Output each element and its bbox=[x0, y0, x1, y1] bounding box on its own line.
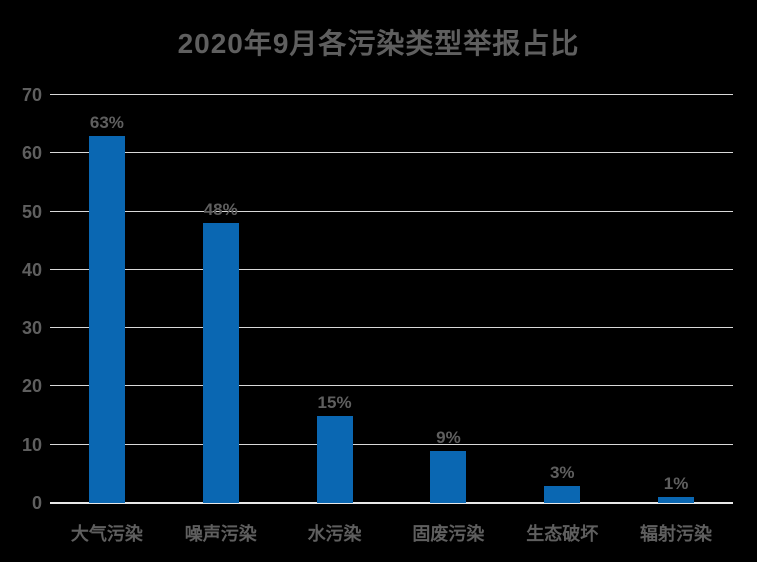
y-tick-label-50: 50 bbox=[21, 201, 42, 222]
data-label-3: 15% bbox=[317, 392, 352, 412]
y-tick-label-20: 20 bbox=[21, 376, 42, 397]
y-tick-label-40: 40 bbox=[21, 259, 42, 280]
gridline-40 bbox=[50, 268, 733, 270]
y-axis-tick-labels: 0 10 20 30 40 50 60 70 bbox=[0, 86, 42, 512]
data-label-1: 63% bbox=[89, 112, 124, 132]
bar-slot-3: 15% bbox=[278, 95, 392, 503]
bar-slot-1: 63% bbox=[50, 95, 164, 503]
bar-6 bbox=[658, 497, 695, 503]
data-label-5: 3% bbox=[549, 462, 575, 482]
data-label-6: 1% bbox=[663, 474, 689, 494]
gridline-10 bbox=[50, 443, 733, 445]
bar-slot-6: 1% bbox=[619, 95, 733, 503]
x-category-label-4: 固废污染 bbox=[412, 524, 485, 544]
plot-area: 63% 48% 15% 9% 3% 1% bbox=[50, 94, 733, 504]
bar-slot-4: 9% bbox=[391, 95, 505, 503]
data-label-2: 48% bbox=[203, 200, 238, 220]
x-category-label-3: 水污染 bbox=[307, 524, 362, 544]
y-tick-label-30: 30 bbox=[21, 318, 42, 339]
x-category-label-5: 生态破坏 bbox=[526, 524, 599, 544]
bar-slot-5: 3% bbox=[505, 95, 619, 503]
gridline-20 bbox=[50, 385, 733, 387]
chart-title: 2020年9月各污染类型举报占比 bbox=[177, 28, 580, 59]
y-tick-label-0: 0 bbox=[31, 493, 42, 513]
bar-5 bbox=[544, 485, 581, 503]
gridline-30 bbox=[50, 327, 733, 329]
x-axis-line bbox=[50, 502, 733, 504]
x-category-label-1: 大气污染 bbox=[70, 524, 143, 544]
bar-2 bbox=[202, 223, 239, 503]
gridline-70 bbox=[50, 94, 733, 95]
gridline-60 bbox=[50, 152, 733, 154]
bar-slot-2: 48% bbox=[164, 95, 278, 503]
bar-1 bbox=[88, 135, 125, 503]
gridline-50 bbox=[50, 210, 733, 212]
y-tick-label-60: 60 bbox=[21, 143, 42, 164]
x-category-label-6: 辐射污染 bbox=[640, 524, 713, 544]
bar-4 bbox=[430, 450, 467, 503]
x-axis-category-labels: 大气污染 噪声污染 水污染 固废污染 生态破坏 辐射污染 bbox=[50, 520, 733, 546]
y-tick-label-10: 10 bbox=[21, 434, 42, 455]
x-category-label-2: 噪声污染 bbox=[184, 524, 257, 544]
data-label-4: 9% bbox=[436, 427, 461, 447]
y-tick-label-70: 70 bbox=[21, 85, 42, 105]
bar-3 bbox=[316, 415, 353, 503]
